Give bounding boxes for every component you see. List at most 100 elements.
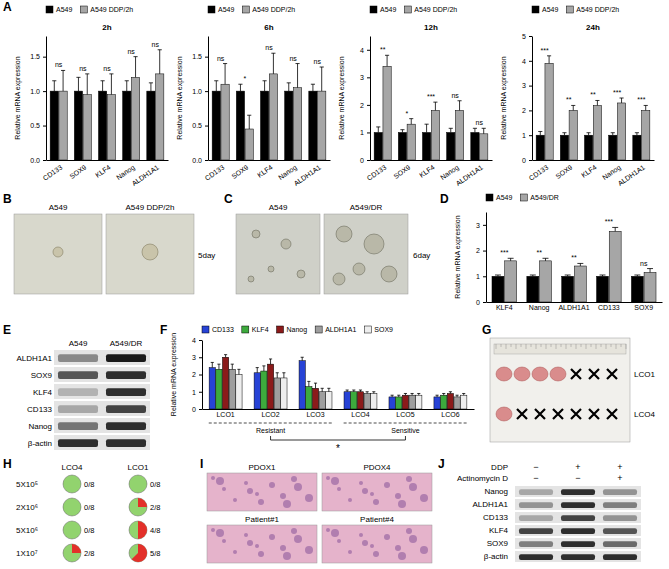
significance: ns <box>127 48 135 55</box>
error-bar <box>495 275 501 276</box>
error-bar <box>271 53 275 74</box>
bar <box>274 378 280 409</box>
bar <box>254 373 260 409</box>
band <box>603 541 637 547</box>
tissue <box>247 488 253 494</box>
error-line <box>87 74 88 95</box>
sphere <box>353 263 365 275</box>
tick-mark <box>43 57 46 58</box>
legend-swatch <box>370 6 377 13</box>
error-bar <box>238 84 242 91</box>
significance: ** <box>590 91 596 98</box>
tick-label: KLF4 <box>94 163 112 178</box>
tumor <box>532 367 548 381</box>
tick-label: 1.0 <box>192 88 202 95</box>
bar <box>351 392 357 409</box>
error-cap <box>400 129 404 130</box>
error-line <box>111 74 112 95</box>
significance: *** <box>605 218 613 225</box>
error-cap <box>391 395 394 396</box>
tissue <box>216 529 224 537</box>
y-axis: 01234 <box>360 37 370 164</box>
y-tick: 3 <box>476 222 486 229</box>
ruler-tick <box>496 344 497 349</box>
band <box>519 528 553 534</box>
sphere <box>252 230 260 238</box>
legend-label: SOX9 <box>374 326 393 333</box>
tissue <box>291 528 297 534</box>
tick-label: LCO4 <box>351 411 369 418</box>
error-line <box>273 53 274 74</box>
legend-label: A549 DDP/2h <box>576 6 619 13</box>
legend-swatch <box>520 194 527 201</box>
tissue <box>420 546 428 554</box>
error-cap <box>61 70 65 71</box>
plot: 01234CD133SOX9KLF4NanogALDH1A1******nsns… <box>360 6 492 187</box>
y-tick: 1 <box>192 388 202 395</box>
pie <box>63 521 81 539</box>
bar <box>434 397 440 409</box>
error-cap <box>109 73 113 74</box>
tissue <box>211 528 215 532</box>
panel-letter: G <box>482 323 491 337</box>
error-cap <box>547 55 551 56</box>
legend-swatch <box>46 6 53 13</box>
error-line <box>378 127 379 133</box>
y-tick: 0.5 <box>192 122 208 129</box>
x-tick: KLF4 <box>580 163 598 178</box>
bar <box>441 395 447 409</box>
group-label: Sensitive <box>391 427 420 434</box>
tick-label: 2 <box>476 247 480 254</box>
row-label: 1X10⁷ <box>16 549 38 558</box>
tick-label: CD133 <box>528 163 550 181</box>
error-line <box>321 67 322 91</box>
bar <box>644 272 656 302</box>
error-bar <box>314 383 317 388</box>
x-tick: ALDH1A1 <box>293 163 323 187</box>
plot: 0.00.51.01.5CD133SOX9KLF4NanogALDH1A1ns*… <box>192 6 330 187</box>
bar <box>569 110 577 160</box>
ruler-tick <box>561 344 562 347</box>
error-cap <box>101 80 105 81</box>
tick-label: SOX9 <box>392 163 411 180</box>
chart: 012345CD133SOX9KLF4NanogALDH1A1*********… <box>500 6 655 187</box>
bar <box>344 392 350 409</box>
blot-strip <box>54 350 150 365</box>
bar <box>584 135 592 160</box>
error-cap <box>223 63 227 64</box>
error-cap <box>301 357 304 358</box>
tick-mark <box>205 126 208 127</box>
axis-line <box>487 302 663 303</box>
x-axis: LCO1LCO2LCO3LCO4LCO5LCO6 <box>203 410 475 418</box>
bar <box>312 388 318 409</box>
error-line <box>238 369 239 374</box>
image-caption: 5day <box>198 251 215 260</box>
tick-label: KLF4 <box>418 163 436 178</box>
error-line <box>102 81 103 91</box>
bar <box>306 387 312 409</box>
photo <box>490 338 630 442</box>
tick-label: Nanog <box>529 304 550 312</box>
bar <box>123 91 131 160</box>
error-line <box>63 70 64 91</box>
band <box>603 528 637 534</box>
legend: CD133KLF4NanogALDH1A1SOX9 <box>202 326 393 334</box>
error-cap <box>85 73 89 74</box>
error-cap <box>482 128 486 129</box>
pie-total <box>129 544 147 562</box>
pie <box>63 544 81 562</box>
bar <box>471 132 479 160</box>
significance: ** <box>380 46 386 53</box>
error-bar <box>366 392 369 394</box>
bar <box>398 132 406 160</box>
error-bar <box>595 100 599 105</box>
tick-mark <box>205 91 208 92</box>
tissue <box>294 535 302 543</box>
error-bar <box>125 81 129 91</box>
axis-title: Relative mRNA expression <box>338 56 346 139</box>
tumor <box>514 367 530 381</box>
image-label: A549 DDP/2h <box>126 203 175 212</box>
error-cap <box>385 55 389 56</box>
pie-label: 2/8 <box>84 549 94 558</box>
legend-swatch <box>242 326 249 333</box>
